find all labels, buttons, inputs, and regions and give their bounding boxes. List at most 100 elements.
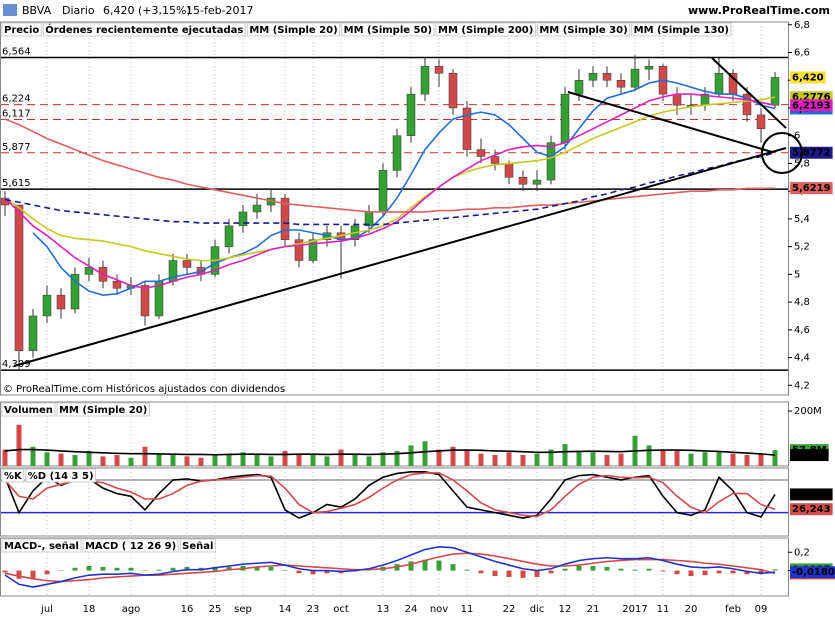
series-line: [4, 552, 776, 583]
legend-text: MACD ( 12 26 9): [85, 541, 176, 552]
bar: [562, 444, 568, 466]
value-label: 6,2193: [790, 99, 833, 112]
x-tick-label: 16: [181, 604, 194, 615]
x-tick-label: oct: [333, 604, 349, 615]
candle-body: [532, 179, 542, 185]
value-label-text: 6,420: [792, 72, 824, 83]
candle-body: [434, 66, 444, 74]
bar: [86, 450, 92, 466]
bar: [618, 453, 624, 466]
bar: [282, 450, 288, 466]
y-tick-label: 5,4: [794, 214, 810, 225]
value-label-text: 39,8M: [792, 450, 827, 461]
bar: [646, 568, 652, 571]
y-tick-label: 0,2: [794, 547, 810, 558]
bar: [254, 566, 260, 571]
series-line: [4, 545, 776, 588]
candle-body: [294, 239, 304, 261]
bar: [506, 570, 512, 577]
candle-body: [770, 77, 780, 106]
bar: [772, 569, 778, 571]
bar: [674, 570, 680, 575]
value-label-text: 5,8772: [792, 148, 831, 159]
bar: [226, 453, 232, 466]
legend-item: MM (Simple 50): [341, 22, 435, 37]
level-label: 6,564: [2, 46, 31, 57]
candle-body: [112, 281, 122, 289]
y-tick-label: 5,8: [794, 158, 810, 169]
x-tick-label: 2017: [622, 604, 647, 615]
legend-bg: [1, 538, 82, 553]
x-tick-label: 14: [279, 604, 292, 615]
bar: [562, 568, 568, 571]
footer: © ProRealTime.com Históricos ajustados c…: [3, 383, 285, 395]
x-tick-label: 21: [587, 604, 600, 615]
date: 15-feb-2017: [186, 4, 254, 17]
bar: [296, 570, 302, 574]
candle-body: [714, 73, 724, 95]
bar: [198, 457, 204, 466]
candle-body: [588, 73, 598, 81]
bar: [44, 452, 50, 466]
series-line: [4, 472, 776, 518]
x-tick-label: 22: [503, 604, 516, 615]
x-tick-label: jul: [40, 604, 53, 615]
series-line: [4, 93, 776, 290]
panel-frame: [0, 21, 789, 396]
y-tick-label: 5: [794, 269, 800, 280]
candle-body: [14, 204, 24, 351]
bar: [142, 570, 148, 572]
candle-body: [224, 225, 234, 247]
legend-bg: [1, 402, 56, 417]
series-line: [4, 96, 776, 262]
legend-text: Volumen: [4, 405, 53, 416]
candle-body: [56, 294, 66, 310]
bar: [408, 445, 414, 466]
legend-item: MACD-, señal: [1, 538, 82, 553]
bar: [576, 450, 582, 466]
bar: [184, 566, 190, 571]
bar: [268, 566, 274, 571]
candle-body: [448, 73, 458, 109]
highlight-circle: [761, 132, 803, 174]
legend-text: %K: [4, 471, 23, 482]
y-tick-label: 6: [794, 131, 800, 142]
level-label: 5,877: [2, 142, 31, 153]
value-label-text: 5,6219: [792, 183, 831, 194]
panel-frame: [0, 467, 789, 537]
bar: [436, 449, 442, 466]
plot-layer: jul 18 ago 16 25 sep 14 23 oct 13 24 nov 11 22 dic 12 21…: [0, 20, 835, 615]
legend-bg: [179, 538, 216, 553]
legend-item: MM (Simple 130): [631, 22, 732, 37]
legend-item: Volumen: [1, 402, 56, 417]
legend-bg: [25, 468, 97, 483]
bar: [716, 570, 722, 574]
bar: [534, 570, 540, 577]
legend-item: Órdenes recientemente ejecutadas: [42, 22, 246, 37]
x-tick-label: sep: [234, 604, 252, 615]
bar: [44, 570, 50, 575]
candle-body: [616, 79, 626, 88]
legend-bg: [56, 402, 150, 417]
bar: [310, 570, 316, 575]
legend-text: MACD-, señal: [4, 541, 79, 552]
bar: [170, 567, 176, 571]
bar: [590, 452, 596, 466]
bar: [506, 452, 512, 466]
value-label-bg: [790, 99, 833, 112]
bar: [492, 570, 498, 577]
legend-text: MM (Simple 30): [539, 25, 627, 36]
value-label-bg: [790, 71, 826, 84]
bar: [254, 455, 260, 466]
y-tick-label: 200M: [794, 406, 822, 417]
value-label: -0,0180: [790, 566, 835, 579]
bar: [128, 567, 134, 571]
bar: [772, 450, 778, 466]
legend-text: MM (Simple 20): [249, 25, 337, 36]
legend-item: %K: [1, 468, 25, 483]
trendline: [711, 57, 787, 129]
bar: [450, 446, 456, 466]
bar: [240, 452, 246, 466]
candle-body: [756, 114, 766, 130]
x-tick-label: 23: [307, 604, 320, 615]
